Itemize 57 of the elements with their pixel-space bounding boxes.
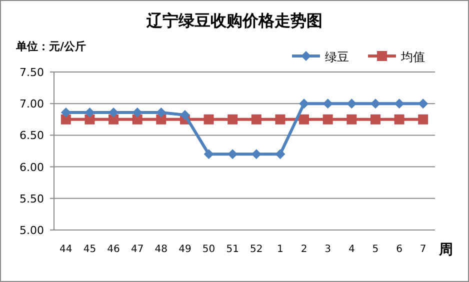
x-tick-label: 3 bbox=[324, 244, 332, 255]
y-tick-label: 5.50 bbox=[20, 192, 44, 206]
x-tick-label: 51 bbox=[226, 244, 239, 255]
x-tick-label: 50 bbox=[202, 244, 216, 255]
x-tick-label: 46 bbox=[107, 244, 120, 255]
point bbox=[418, 98, 428, 109]
point bbox=[132, 107, 142, 118]
point bbox=[204, 149, 214, 160]
x-tick-label: 48 bbox=[154, 244, 168, 255]
point bbox=[370, 114, 380, 124]
legend-label: 绿豆 bbox=[325, 50, 349, 64]
chart-title: 辽宁绿豆收购价格走势图 bbox=[146, 11, 322, 30]
x-tick-label: 1 bbox=[277, 244, 284, 255]
point bbox=[418, 114, 428, 124]
x-tick-label: 7 bbox=[420, 244, 426, 255]
point bbox=[275, 149, 286, 160]
point bbox=[394, 114, 404, 124]
point bbox=[156, 114, 166, 124]
point bbox=[322, 114, 333, 124]
y-axis-title: 单位：元/公斤 bbox=[15, 40, 86, 53]
point bbox=[156, 107, 166, 118]
point bbox=[180, 110, 190, 120]
point bbox=[322, 98, 333, 109]
x-tick-label: 52 bbox=[250, 244, 263, 255]
point bbox=[299, 114, 310, 124]
x-tick-label: 45 bbox=[83, 244, 96, 255]
point bbox=[346, 114, 357, 124]
legend-label: 均值 bbox=[400, 50, 425, 64]
point bbox=[60, 107, 71, 118]
point bbox=[132, 114, 142, 124]
x-axis-title: 周 bbox=[438, 242, 453, 258]
point bbox=[370, 98, 380, 109]
point bbox=[228, 149, 238, 160]
point bbox=[84, 107, 95, 118]
point bbox=[84, 114, 95, 124]
y-tick-label: 7.00 bbox=[20, 98, 44, 111]
x-tick-label: 4 bbox=[348, 244, 355, 255]
point bbox=[299, 98, 310, 109]
x-tick-label: 5 bbox=[372, 244, 379, 255]
y-tick-label: 5.00 bbox=[20, 224, 44, 237]
point bbox=[275, 114, 286, 124]
point bbox=[228, 114, 238, 124]
y-tick-label: 7.50 bbox=[20, 66, 44, 79]
point bbox=[346, 98, 357, 109]
x-tick-label: 2 bbox=[300, 244, 308, 255]
point bbox=[60, 114, 71, 124]
x-tick-label: 6 bbox=[396, 244, 402, 255]
x-tick-label: 49 bbox=[178, 244, 192, 255]
point bbox=[251, 114, 262, 124]
point bbox=[394, 98, 404, 109]
point bbox=[251, 149, 262, 160]
point bbox=[204, 114, 214, 124]
y-tick-label: 6.00 bbox=[20, 160, 44, 174]
y-tick-label: 6.50 bbox=[20, 129, 44, 142]
x-tick-label: 47 bbox=[130, 244, 144, 255]
point bbox=[108, 114, 119, 124]
x-tick-label: 44 bbox=[60, 244, 72, 255]
